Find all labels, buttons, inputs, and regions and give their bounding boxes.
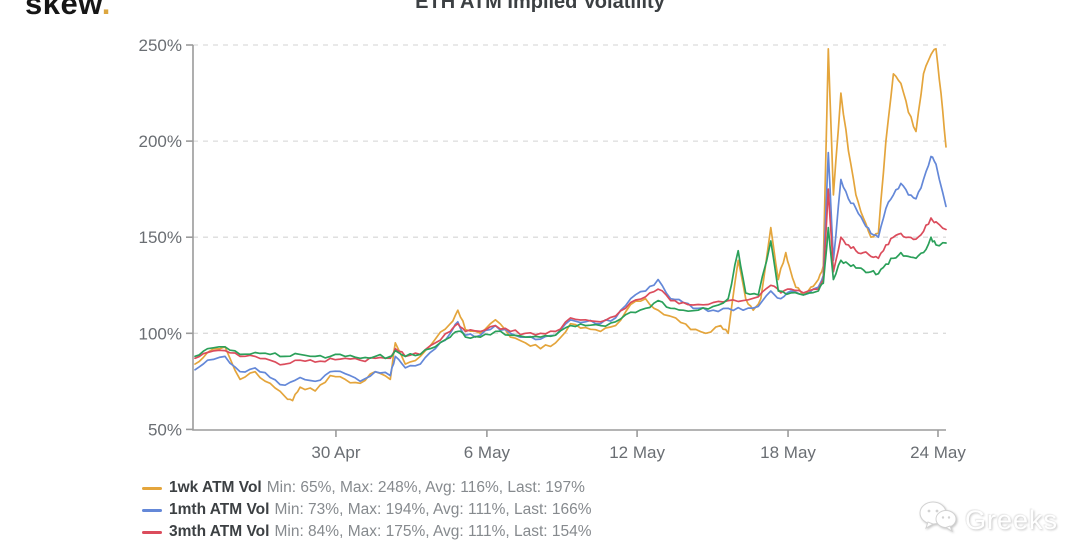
legend-marker-icon — [142, 508, 162, 512]
page-title: ETH ATM Implied Volatility — [415, 0, 665, 13]
legend-marker-icon — [142, 486, 162, 490]
legend-marker-icon — [142, 530, 162, 534]
legend-series-name: 1wk ATM Vol — [169, 479, 262, 496]
legend-item-1wk[interactable]: 1wk ATM Vol Min: 65%, Max: 248%, Avg: 116… — [142, 477, 592, 499]
legend-item-3mth[interactable]: 3mth ATM Vol Min: 84%, Max: 175%, Avg: 11… — [142, 521, 592, 543]
x-axis-label: 6 May — [464, 443, 511, 462]
watermark: Greeks — [919, 501, 1058, 539]
series-line-1wk — [194, 47, 947, 402]
x-axis-label: 18 May — [760, 443, 816, 462]
series-line-6mth — [194, 226, 947, 360]
skew-logo-dot: . — [101, 0, 111, 21]
legend-series-stats: Min: 65%, Max: 248%, Avg: 116%, Last: 19… — [266, 479, 585, 496]
legend-series-name: 1mth ATM Vol — [169, 501, 270, 518]
skew-logo[interactable]: skew. — [25, 0, 111, 22]
x-axis-label: 12 May — [609, 443, 665, 462]
y-axis-label: 200% — [139, 132, 182, 151]
skew-logo-text: skew — [25, 0, 102, 21]
legend-series-stats: Min: 73%, Max: 194%, Avg: 111%, Last: 16… — [274, 501, 592, 518]
y-axis-label: 150% — [139, 228, 182, 247]
legend-series-stats: Min: 84%, Max: 175%, Avg: 111%, Last: 15… — [274, 523, 592, 540]
x-axis-label: 30 Apr — [311, 443, 360, 462]
wechat-icon — [919, 501, 957, 539]
y-axis-label: 50% — [148, 420, 182, 439]
y-axis-label: 250% — [139, 36, 182, 55]
x-axis-label: 24 May — [910, 443, 966, 462]
series-line-3mth — [194, 188, 947, 366]
watermark-label: Greeks — [964, 504, 1058, 535]
legend-item-1mth[interactable]: 1mth ATM Vol Min: 73%, Max: 194%, Avg: 11… — [142, 499, 592, 521]
y-axis-label: 100% — [139, 324, 182, 343]
series-line-1mth — [194, 151, 947, 387]
chart-legend: 1wk ATM Vol Min: 65%, Max: 248%, Avg: 116… — [142, 477, 592, 543]
legend-series-name: 3mth ATM Vol — [169, 523, 270, 540]
